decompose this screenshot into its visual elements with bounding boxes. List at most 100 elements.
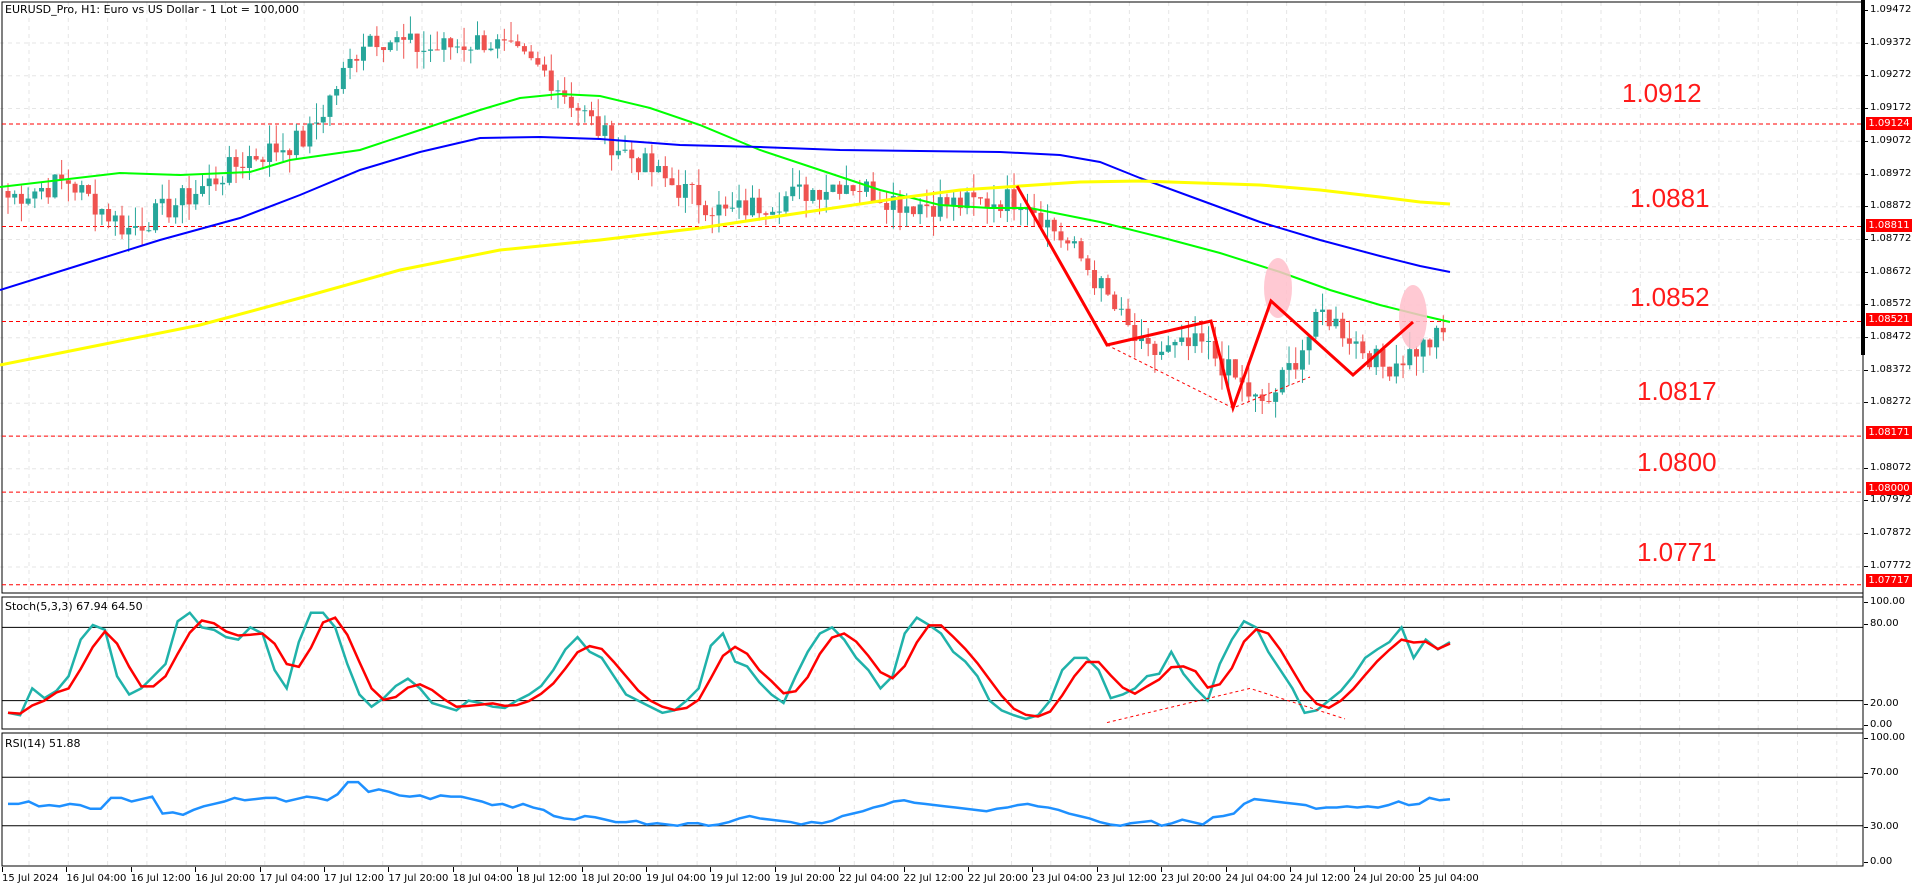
candle-body bbox=[1434, 327, 1440, 348]
candle-body bbox=[528, 51, 534, 59]
candle-body bbox=[334, 89, 340, 96]
time-tick: 17 Jul 04:00 bbox=[259, 867, 320, 884]
candle-body bbox=[1420, 339, 1426, 357]
candle-body bbox=[716, 204, 722, 216]
candle-body bbox=[1393, 363, 1399, 377]
candle-body bbox=[495, 39, 501, 49]
level-price-tag: 1.08521 bbox=[1866, 313, 1912, 326]
level-price-tag: 1.08171 bbox=[1866, 426, 1912, 439]
candle-body bbox=[414, 33, 420, 52]
pattern-neckline bbox=[1106, 344, 1311, 409]
candle-body bbox=[1380, 348, 1386, 367]
candle-body bbox=[542, 64, 548, 71]
candle-body bbox=[857, 191, 863, 193]
candle-body bbox=[12, 193, 18, 198]
candle-body bbox=[850, 185, 856, 192]
candle-body bbox=[448, 38, 454, 48]
candle-body bbox=[810, 189, 816, 201]
candle-body bbox=[387, 42, 393, 51]
candle-body bbox=[917, 204, 923, 215]
candle-body bbox=[951, 197, 957, 206]
candle-body bbox=[696, 184, 702, 206]
candle-body bbox=[770, 211, 776, 215]
candle-body bbox=[1172, 341, 1178, 346]
candle-body bbox=[1038, 212, 1044, 228]
candle-body bbox=[817, 189, 823, 200]
price-tick: 1.07772 bbox=[1863, 560, 1912, 571]
candle-body bbox=[246, 156, 252, 168]
candle-body bbox=[776, 211, 782, 213]
time-tick: 24 Jul 12:00 bbox=[1290, 867, 1350, 884]
candle-body bbox=[957, 197, 963, 209]
time-tick: 15 Jul 2024 bbox=[2, 867, 59, 884]
candle-body bbox=[360, 46, 366, 61]
ma-slow-line bbox=[0, 179, 1451, 367]
candle-body bbox=[897, 196, 903, 213]
candle-body bbox=[1387, 366, 1393, 377]
candle-body bbox=[1333, 318, 1339, 327]
candle-body bbox=[863, 181, 869, 192]
candle-body bbox=[937, 197, 943, 217]
candle-body bbox=[1118, 308, 1124, 310]
candle-body bbox=[32, 191, 38, 199]
candle-body bbox=[575, 107, 581, 111]
stoch-divergence-line bbox=[1106, 687, 1346, 724]
candle-body bbox=[964, 192, 970, 209]
candle-body bbox=[790, 186, 796, 197]
time-tick: 23 Jul 20:00 bbox=[1161, 867, 1222, 884]
price-tick: 1.08272 bbox=[1863, 396, 1912, 407]
candle-body bbox=[1165, 345, 1171, 352]
price-tick: 1.08472 bbox=[1863, 331, 1912, 342]
candle-body bbox=[79, 185, 85, 193]
candle-body bbox=[340, 67, 346, 90]
rsi-label: RSI(14) 51.88 bbox=[5, 737, 81, 750]
candle-body bbox=[589, 110, 595, 117]
price-tick: 1.07972 bbox=[1863, 494, 1912, 505]
candle-body bbox=[796, 184, 802, 187]
candle-body bbox=[743, 200, 749, 216]
candle-body bbox=[615, 150, 621, 156]
candle-body bbox=[676, 185, 682, 198]
candle-body bbox=[126, 227, 132, 235]
candle-body bbox=[1206, 340, 1212, 342]
stoch-tick: 100.00 bbox=[1864, 596, 1905, 607]
candle-body bbox=[1132, 325, 1138, 342]
candle-body bbox=[488, 48, 494, 51]
candle-body bbox=[166, 198, 172, 218]
candle-body bbox=[421, 50, 427, 52]
time-tick: 22 Jul 12:00 bbox=[903, 867, 964, 884]
candle-body bbox=[407, 33, 413, 40]
time-tick: 24 Jul 04:00 bbox=[1225, 867, 1286, 884]
candle-body bbox=[1125, 308, 1131, 326]
candle-body bbox=[1346, 338, 1352, 344]
ma-mid-line bbox=[0, 135, 1451, 291]
candle-body bbox=[595, 116, 601, 136]
candle-body bbox=[904, 206, 910, 213]
candle-body bbox=[474, 35, 480, 50]
candle-body bbox=[629, 149, 635, 159]
price-tick: 1.08072 bbox=[1863, 462, 1912, 473]
candle-body bbox=[18, 193, 24, 204]
candle-body bbox=[159, 198, 165, 204]
candle-body bbox=[1226, 359, 1232, 376]
candle-body bbox=[568, 96, 574, 108]
candle-body bbox=[1273, 392, 1279, 402]
candle-body bbox=[206, 178, 212, 187]
level-price-tag: 1.09124 bbox=[1866, 117, 1912, 130]
level-annotation: 1.0771 bbox=[1637, 537, 1717, 567]
level-annotation: 1.0881 bbox=[1630, 183, 1710, 213]
candle-body bbox=[1252, 394, 1258, 397]
time-tick: 16 Jul 12:00 bbox=[130, 867, 191, 884]
candle-body bbox=[119, 215, 125, 235]
time-tick: 23 Jul 12:00 bbox=[1096, 867, 1157, 884]
time-tick: 19 Jul 12:00 bbox=[710, 867, 771, 884]
candle-body bbox=[139, 226, 145, 231]
candle-body bbox=[1427, 339, 1433, 348]
candle-body bbox=[1011, 189, 1017, 210]
price-tick: 1.08872 bbox=[1863, 200, 1912, 211]
candle-body bbox=[555, 90, 561, 92]
candle-body bbox=[890, 196, 896, 210]
candle-body bbox=[401, 37, 407, 40]
